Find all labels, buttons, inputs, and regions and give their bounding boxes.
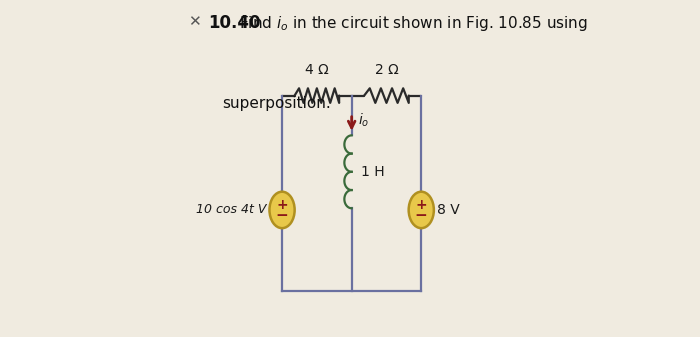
- Text: −: −: [415, 208, 428, 223]
- Text: +: +: [276, 197, 288, 212]
- Text: 8 V: 8 V: [438, 203, 460, 217]
- Ellipse shape: [270, 192, 295, 228]
- Text: $i_o$: $i_o$: [358, 112, 369, 129]
- Text: ✕: ✕: [188, 14, 200, 29]
- Text: 1 H: 1 H: [361, 165, 384, 179]
- Text: Find $i_o$ in the circuit shown in Fig. 10.85 using: Find $i_o$ in the circuit shown in Fig. …: [239, 14, 588, 33]
- Text: 4 Ω: 4 Ω: [305, 63, 329, 78]
- Ellipse shape: [409, 192, 434, 228]
- Text: superposition.: superposition.: [223, 96, 331, 111]
- Text: 2 Ω: 2 Ω: [374, 63, 398, 78]
- Text: 10.40: 10.40: [208, 14, 260, 32]
- Text: −: −: [276, 208, 288, 223]
- Text: +: +: [415, 197, 427, 212]
- Text: 10 cos 4t V: 10 cos 4t V: [196, 204, 266, 216]
